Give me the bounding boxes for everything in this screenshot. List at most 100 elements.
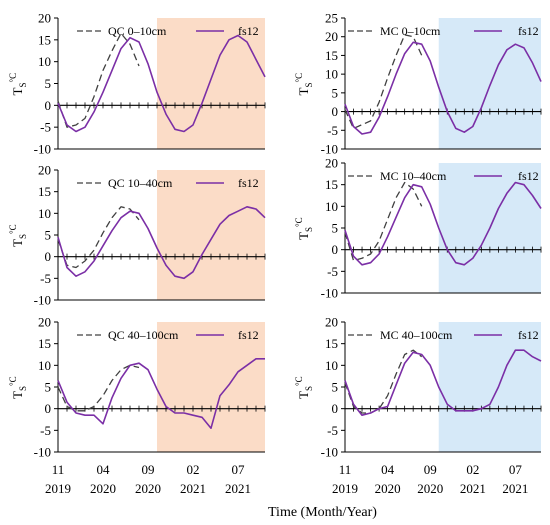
- y-tick-label: 15: [38, 32, 51, 47]
- y-tick-label: -10: [321, 445, 338, 460]
- legend-fs12-label: fs12: [518, 169, 539, 183]
- observed-series-line: [344, 34, 423, 130]
- x-tick-month-label: 07: [232, 462, 246, 477]
- y-tick-label: 0: [45, 249, 52, 264]
- y-tick-label: 0: [45, 401, 52, 416]
- x-tick-year-label: 2020: [417, 481, 443, 496]
- y-tick-label: 0: [45, 98, 52, 113]
- y-label-superscript: °C: [8, 73, 18, 83]
- x-tick-year-label: 2020: [375, 481, 401, 496]
- y-tick-label: -10: [321, 142, 338, 157]
- legend-fs12-label: fs12: [518, 24, 539, 38]
- x-tick-year-label: 2021: [180, 481, 206, 496]
- y-tick-label: -5: [327, 123, 338, 138]
- legend-fs12-label: fs12: [238, 24, 259, 38]
- legend-observed-label: QC 40–100cm: [108, 328, 179, 342]
- y-tick-label: 15: [325, 48, 338, 63]
- x-tick-year-label: 2021: [460, 481, 486, 496]
- y-tick-label: 5: [332, 221, 339, 236]
- legend-observed-label: QC 10–40cm: [108, 176, 173, 190]
- fs12-series-line: [344, 41, 542, 135]
- x-tick-year-label: 2021: [502, 481, 528, 496]
- y-tick-label: 20: [38, 315, 51, 330]
- y-label-subscript: S: [18, 386, 28, 391]
- y-label-subscript: S: [18, 234, 28, 239]
- observed-series-line: [57, 364, 140, 412]
- y-axis-label: TS°C: [8, 376, 28, 399]
- y-label-superscript: °C: [294, 217, 304, 227]
- x-tick-year-label: 2020: [90, 481, 116, 496]
- y-tick-label: 10: [38, 206, 51, 221]
- fs12-series-line: [57, 34, 266, 133]
- y-tick-label: 25: [325, 11, 338, 26]
- fs12-series-line: [57, 357, 265, 430]
- y-tick-label: 20: [38, 11, 51, 26]
- y-tick-label: 0: [332, 401, 339, 416]
- legend-observed-label: MC 10–40cm: [380, 169, 447, 183]
- y-tick-label: -10: [34, 293, 51, 308]
- y-label-subscript: S: [304, 386, 314, 391]
- legend-fs12-label: fs12: [238, 328, 259, 342]
- y-tick-label: 15: [325, 177, 338, 192]
- observed-series-line: [344, 349, 423, 414]
- y-tick-label: 15: [38, 336, 51, 351]
- y-tick-label: -5: [40, 120, 51, 135]
- x-tick-month-label: 11: [52, 462, 65, 477]
- x-tick-year-label: 2020: [135, 481, 161, 496]
- x-tick-year-label: 2019: [45, 481, 71, 496]
- x-tick-month-label: 02: [187, 462, 200, 477]
- fs12-series-line: [57, 206, 266, 280]
- x-axis-title: Time (Month/Year): [268, 505, 377, 520]
- legend-fs12-label: fs12: [518, 328, 539, 342]
- y-tick-label: 0: [332, 242, 339, 257]
- y-label-subscript: S: [304, 83, 314, 88]
- y-tick-label: 20: [325, 315, 338, 330]
- y-axis-label: TS°C: [294, 376, 314, 399]
- x-tick-month-label: 04: [381, 462, 395, 477]
- y-label-subscript: S: [18, 83, 28, 88]
- y-tick-label: 10: [38, 54, 51, 69]
- y-tick-label: -5: [327, 264, 338, 279]
- y-axis-label: TS°C: [8, 224, 28, 247]
- y-tick-label: 5: [332, 380, 339, 395]
- y-tick-label: 10: [325, 67, 338, 82]
- observed-series-line: [344, 181, 423, 262]
- panel-right-1: -10 -5 0 5 10 15 20 TS°C MC 10–40cm fs12: [294, 156, 542, 301]
- y-label-superscript: °C: [8, 224, 18, 234]
- x-tick-month-label: 11: [339, 462, 352, 477]
- y-tick-label: -10: [321, 286, 338, 301]
- x-tick-month-label: 04: [97, 462, 111, 477]
- observed-series-line: [57, 206, 140, 269]
- observed-series-line: [57, 32, 140, 128]
- y-axis-label: TS°C: [8, 73, 28, 96]
- panel-left-1: -10 -5 0 5 10 15 20 TS°C QC 10–40cm fs12: [8, 163, 266, 308]
- y-axis-label: TS°C: [294, 217, 314, 240]
- y-tick-label: -10: [34, 445, 51, 460]
- y-tick-label: -5: [40, 423, 51, 438]
- y-tick-label: 15: [38, 184, 51, 199]
- x-tick-year-label: 2019: [332, 481, 358, 496]
- y-axis-label: TS°C: [294, 73, 314, 96]
- y-tick-label: -5: [40, 271, 51, 286]
- panel-right-0: -10 -5 0 5 10 15 20 25 TS°C MC 0–10cm fs12: [294, 11, 542, 157]
- y-label-superscript: °C: [8, 376, 18, 386]
- shaded-period: [438, 322, 541, 452]
- y-tick-label: -10: [34, 142, 51, 157]
- y-label-subscript: S: [304, 227, 314, 232]
- y-tick-label: 5: [45, 228, 52, 243]
- x-tick-year-label: 2021: [225, 481, 251, 496]
- x-tick-month-label: 07: [509, 462, 523, 477]
- y-tick-label: 5: [332, 85, 339, 100]
- y-label-superscript: °C: [294, 376, 304, 386]
- y-tick-label: 10: [325, 199, 338, 214]
- fs12-series-line: [344, 349, 542, 417]
- y-tick-label: 10: [38, 358, 51, 373]
- shaded-period: [157, 322, 265, 452]
- legend-observed-label: MC 0–10cm: [380, 24, 441, 38]
- legend-observed-label: QC 0–10cm: [108, 24, 167, 38]
- legend-fs12-label: fs12: [238, 176, 259, 190]
- y-tick-label: 0: [332, 104, 339, 119]
- x-tick-month-label: 02: [466, 462, 479, 477]
- panel-right-2: -10 -5 0 5 10 15 20 TS°C MC 40–100cm fs12 11 2019 04…: [294, 315, 542, 496]
